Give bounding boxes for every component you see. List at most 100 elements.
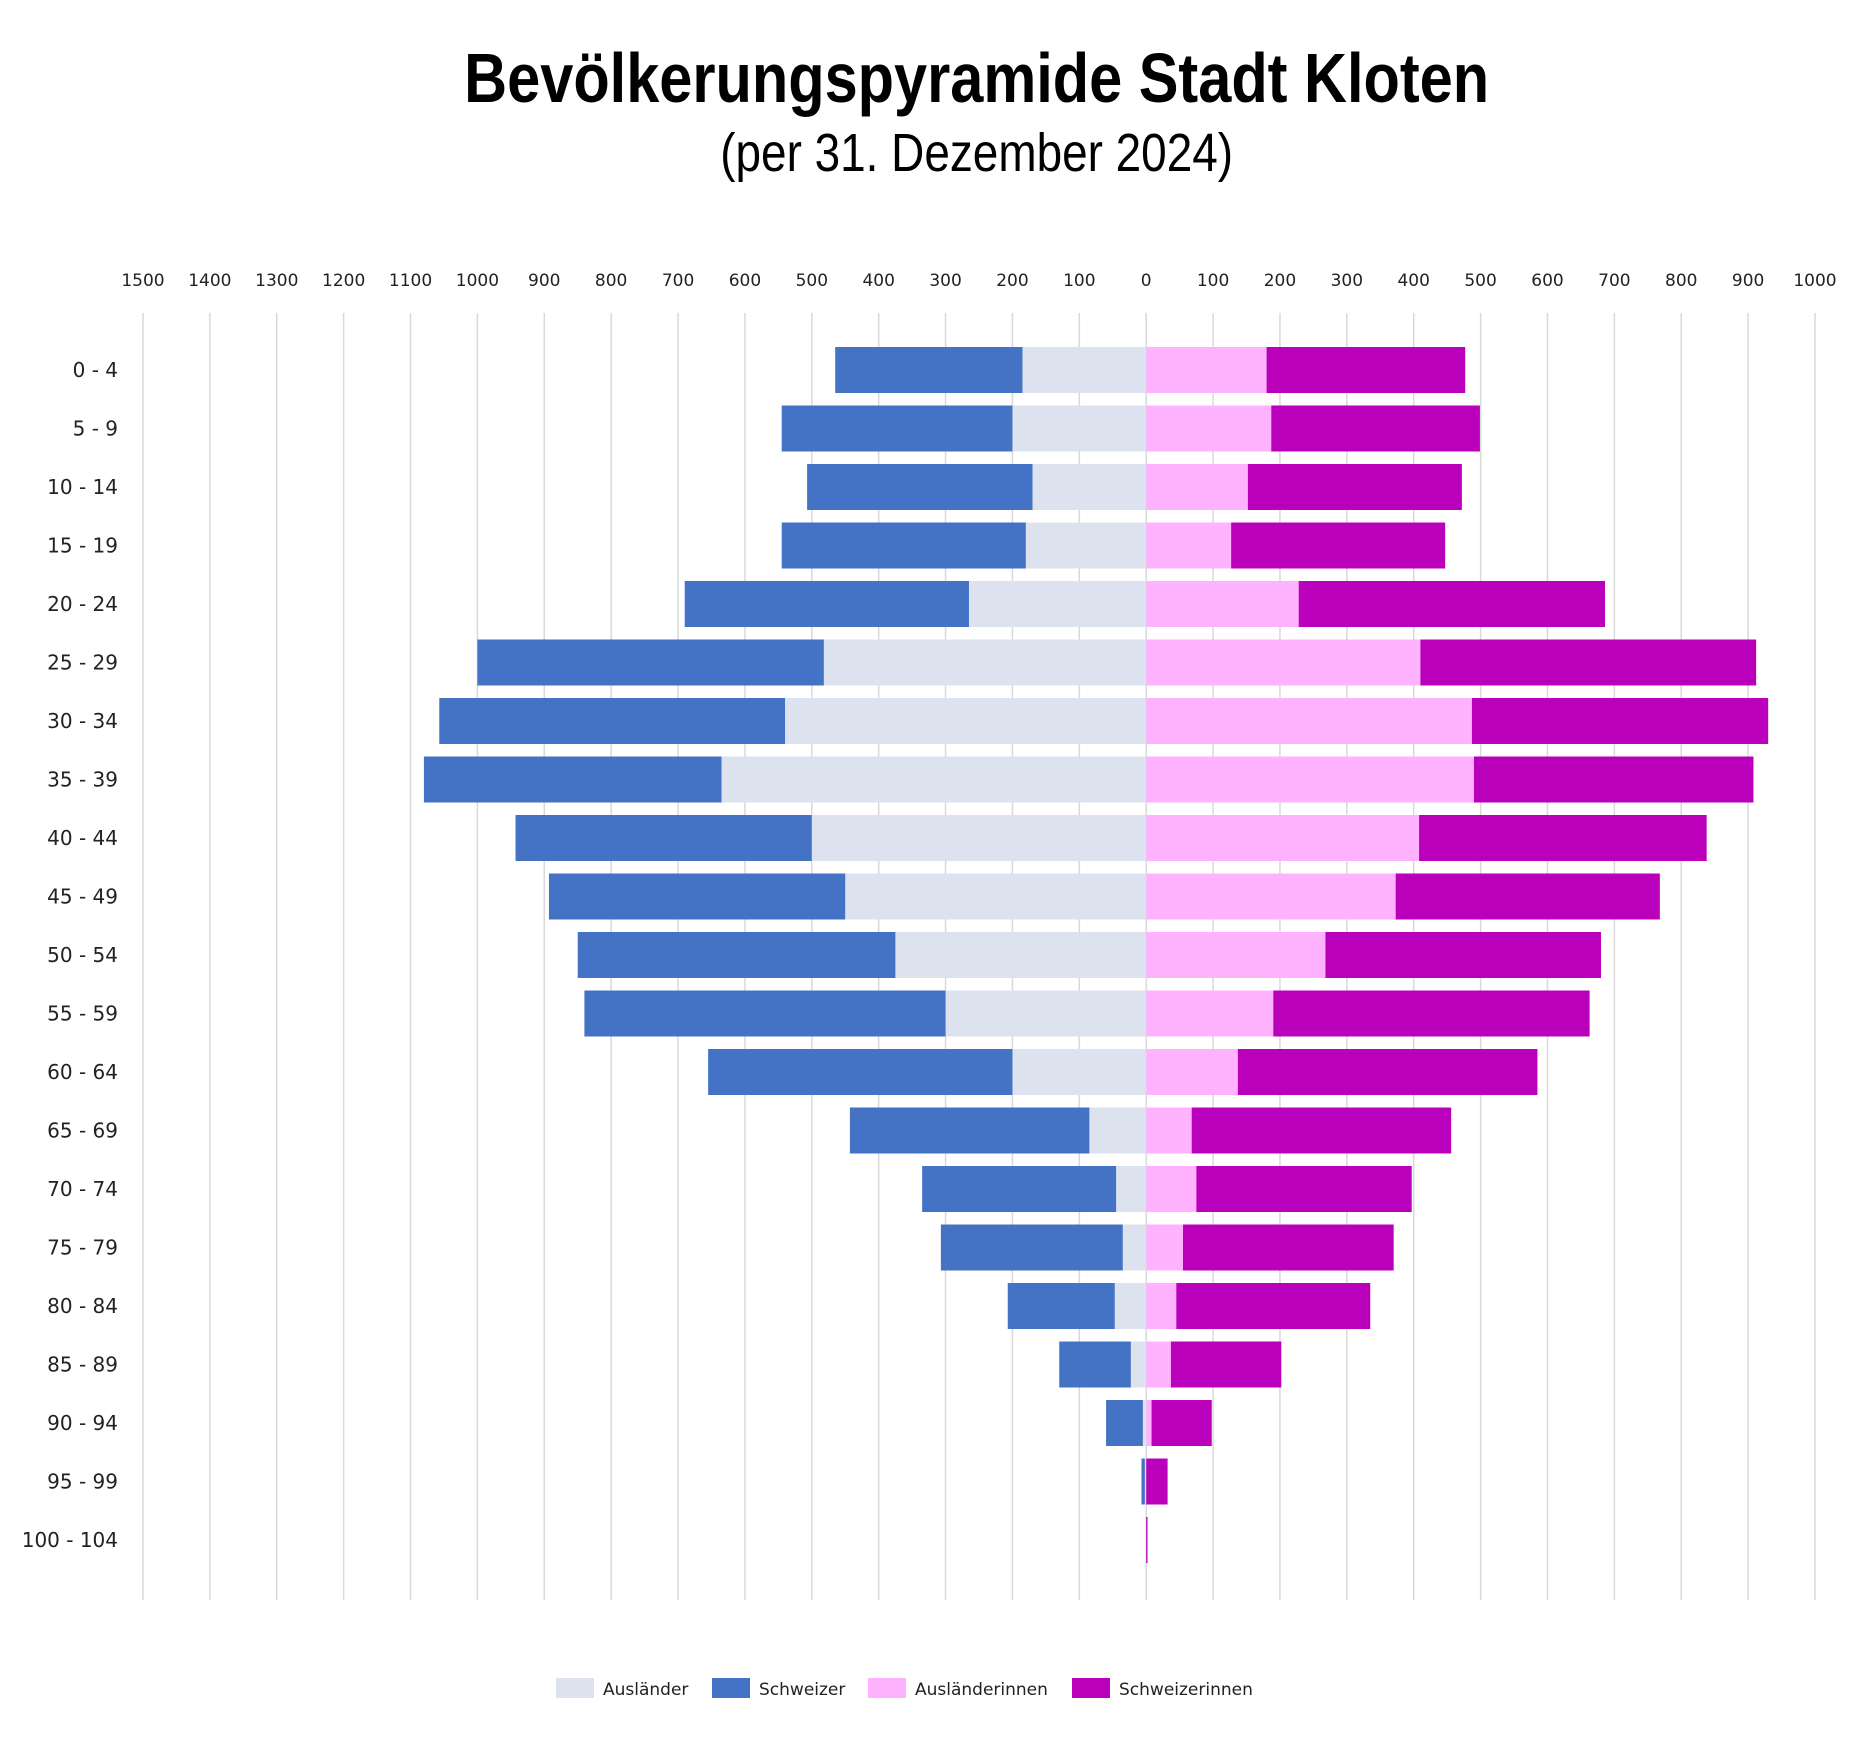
bar-ausländerinnen: [1146, 639, 1421, 686]
y-category-label: 0 - 4: [73, 358, 118, 382]
y-category-label: 55 - 59: [47, 1002, 118, 1026]
legend-swatch: [712, 1678, 750, 1698]
bar-schweizerinnen: [1247, 464, 1462, 510]
bar-ausländerinnen: [1146, 990, 1274, 1037]
x-tick-label: 200: [1264, 271, 1296, 291]
y-category-label: 25 - 29: [47, 651, 118, 675]
bar-ausländerinnen: [1146, 756, 1474, 803]
bar-ausländerinnen: [1146, 1400, 1152, 1446]
y-category-label: 50 - 54: [47, 943, 118, 967]
x-tick-label: 1000: [456, 271, 499, 291]
x-tick-label: 700: [662, 271, 694, 291]
bar-ausländer: [823, 639, 1147, 686]
bar-schweizer: [477, 639, 824, 686]
bar-ausländer: [721, 756, 1147, 803]
bar-schweizer: [1007, 1283, 1115, 1329]
x-tick-label: 600: [729, 271, 761, 291]
bar-ausländerinnen: [1146, 522, 1232, 569]
x-tick-label: 1300: [255, 271, 298, 291]
bar-ausländer: [845, 873, 1147, 920]
x-tick-label: 500: [796, 271, 828, 291]
bar-ausländerinnen: [1146, 873, 1396, 920]
bar-ausländerinnen: [1146, 1283, 1177, 1329]
bar-ausländerinnen: [1146, 1049, 1238, 1095]
bar-schweizerinnen: [1273, 990, 1590, 1037]
y-category-label: 95 - 99: [47, 1470, 118, 1494]
bar-schweizer: [922, 1166, 1117, 1212]
y-category-label: 30 - 34: [47, 709, 118, 733]
y-category-label: 40 - 44: [47, 826, 118, 850]
x-tick-label: 800: [595, 271, 627, 291]
y-category-label: 80 - 84: [47, 1294, 118, 1318]
legend: Ausländer Schweizer Ausländerinnen Schweize…: [556, 1678, 1253, 1700]
bar-ausländer: [1012, 405, 1147, 452]
bar-schweizer: [423, 756, 722, 803]
bar-schweizerinnen: [1298, 581, 1605, 627]
bar-schweizer: [835, 347, 1023, 393]
legend-item: Ausländer: [556, 1678, 688, 1700]
legend-item: Schweizerinnen: [1072, 1678, 1253, 1700]
bar-schweizerinnen: [1325, 932, 1601, 978]
bar-schweizerinnen: [1146, 1458, 1168, 1505]
bar-schweizerinnen: [1271, 405, 1480, 452]
x-tick-label: 800: [1665, 271, 1697, 291]
bars: [423, 347, 1769, 1563]
x-tick-label: 100: [1197, 271, 1229, 291]
x-tick-label: 400: [1397, 271, 1429, 291]
bar-schweizerinnen: [1182, 1224, 1394, 1271]
bar-ausländer: [1089, 1107, 1147, 1154]
bar-schweizerinnen: [1473, 756, 1754, 803]
x-tick-label: 300: [1331, 271, 1363, 291]
x-tick-label: 0: [1141, 271, 1152, 291]
bar-schweizerinnen: [1146, 1517, 1148, 1563]
bar-schweizerinnen: [1151, 1400, 1212, 1446]
bar-ausländerinnen: [1146, 405, 1272, 452]
bar-schweizerinnen: [1266, 347, 1466, 393]
bar-schweizerinnen: [1419, 815, 1707, 861]
bar-ausländer: [1130, 1341, 1147, 1388]
legend-label: Ausländerinnen: [915, 1680, 1048, 1700]
bar-ausländer: [1022, 347, 1147, 393]
x-tick-label: 1200: [322, 271, 365, 291]
y-category-label: 45 - 49: [47, 885, 118, 909]
y-category-label: 60 - 64: [47, 1060, 118, 1084]
bar-ausländer: [1122, 1224, 1147, 1271]
legend-swatch: [868, 1678, 906, 1698]
bar-schweizer: [684, 581, 969, 627]
x-tick-label: 200: [996, 271, 1028, 291]
y-category-label: 90 - 94: [47, 1411, 118, 1435]
y-category-label: 20 - 24: [47, 592, 118, 616]
x-tick-label: 1500: [121, 271, 164, 291]
bar-ausländer: [1116, 1166, 1147, 1212]
x-tick-label: 1400: [188, 271, 231, 291]
bar-ausländerinnen: [1146, 1166, 1197, 1212]
bar-ausländer: [1032, 464, 1147, 510]
x-tick-label: 900: [528, 271, 560, 291]
x-tick-label: 100: [1063, 271, 1095, 291]
bar-ausländer: [1012, 1049, 1147, 1095]
legend-item: Schweizer: [712, 1678, 845, 1700]
bar-schweizer: [439, 698, 786, 744]
y-category-label: 10 - 14: [47, 475, 118, 499]
bar-ausländer: [1142, 1400, 1147, 1446]
bar-ausländer: [945, 990, 1147, 1037]
bar-ausländerinnen: [1146, 464, 1248, 510]
y-category-label: 65 - 69: [47, 1119, 118, 1143]
bar-schweizerinnen: [1176, 1283, 1371, 1329]
y-category-label: 5 - 9: [73, 417, 118, 441]
x-axis-tick-labels: 1500 1400 1300 1200 1100 1000 900 800 700 600 500 4…: [121, 271, 1836, 291]
bar-schweizer: [1059, 1341, 1131, 1388]
chart-title: Bevölkerungspyramide Stadt Kloten: [464, 39, 1490, 117]
bar-schweizer: [577, 932, 896, 978]
bar-schweizerinnen: [1196, 1166, 1412, 1212]
y-category-label: 85 - 89: [47, 1353, 118, 1377]
bar-ausländer: [1025, 522, 1147, 569]
bar-schweizerinnen: [1237, 1049, 1538, 1095]
bar-schweizerinnen: [1191, 1107, 1452, 1154]
x-tick-label: 700: [1598, 271, 1630, 291]
x-tick-label: 900: [1732, 271, 1764, 291]
y-category-label: 75 - 79: [47, 1236, 118, 1260]
y-category-label: 15 - 19: [47, 534, 118, 558]
x-tick-label: 1100: [389, 271, 432, 291]
